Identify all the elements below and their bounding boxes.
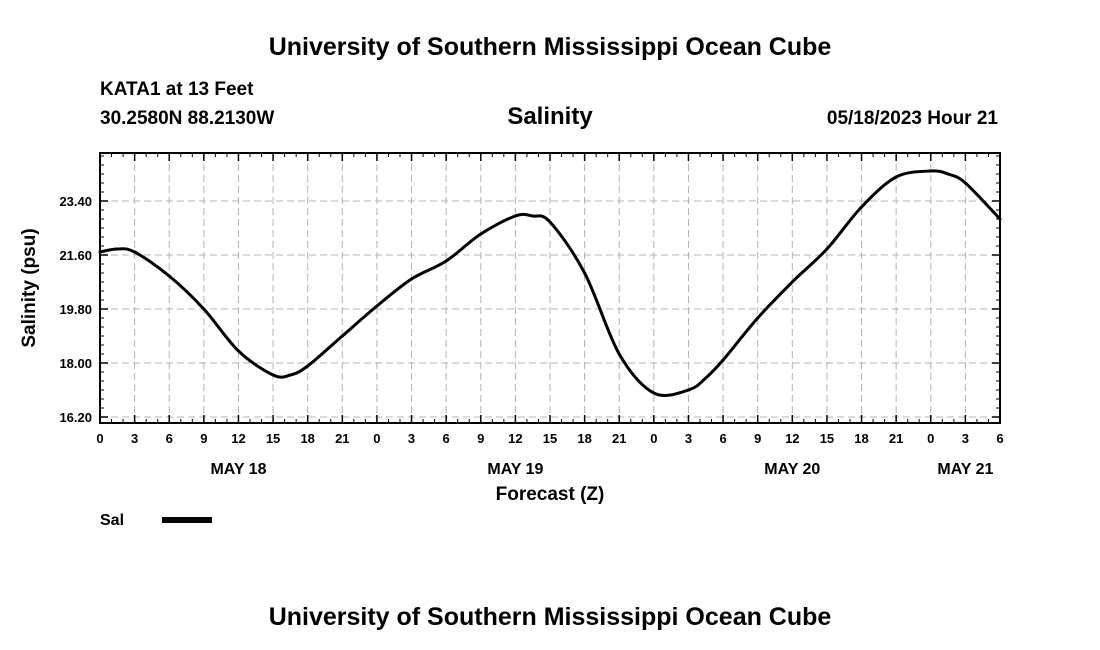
salinity-data-point <box>444 259 448 263</box>
station-label: KATA1 at 13 Feet <box>100 79 254 100</box>
salinity-data-point <box>860 205 864 209</box>
x-tick-label: 21 <box>335 431 349 446</box>
salinity-data-point <box>963 181 967 185</box>
x-tick-label: 0 <box>927 431 934 446</box>
salinity-data-point <box>340 334 344 338</box>
plot-frame <box>99 152 1001 424</box>
salinity-series-line <box>99 169 1002 397</box>
x-tick-label: 3 <box>408 431 415 446</box>
timestamp-label: 05/18/2023 Hour 21 <box>827 108 999 129</box>
salinity-data-point <box>288 373 292 377</box>
x-tick-label: 9 <box>477 431 484 446</box>
day-label: MAY 18 <box>210 461 266 478</box>
x-tick-label: 6 <box>443 431 450 446</box>
salinity-data-point <box>583 271 587 275</box>
salinity-data-point <box>271 373 275 377</box>
x-axis-label: Forecast (Z) <box>496 484 605 505</box>
y-tick-label: 16.20 <box>59 410 92 425</box>
x-tick-label: 9 <box>754 431 761 446</box>
salinity-data-point <box>721 358 725 362</box>
day-label: MAY 19 <box>487 461 543 478</box>
salinity-data-point <box>133 250 137 254</box>
x-tick-label: 18 <box>300 431 314 446</box>
salinity-data-point <box>617 352 621 356</box>
x-tick-label: 0 <box>650 431 657 446</box>
salinity-data-point <box>825 247 829 251</box>
salinity-data-point <box>167 274 171 278</box>
x-tick-label: 12 <box>785 431 799 446</box>
salinity-data-point <box>306 364 310 368</box>
top-title: University of Southern Mississippi Ocean… <box>269 33 832 61</box>
x-tick-label: 18 <box>854 431 868 446</box>
y-tick-label: 23.40 <box>59 194 92 209</box>
salinity-data-point <box>756 316 760 320</box>
chart-title: Salinity <box>507 103 593 130</box>
salinity-data-point <box>652 391 656 395</box>
salinity-data-point <box>531 214 535 218</box>
salinity-data-point <box>375 304 379 308</box>
x-tick-label: 18 <box>577 431 591 446</box>
y-axis-label: Salinity (psu) <box>19 228 40 347</box>
x-tick-label: 0 <box>96 431 103 446</box>
x-tick-label: 6 <box>719 431 726 446</box>
salinity-data-point <box>410 277 414 281</box>
x-tick-label: 6 <box>996 431 1003 446</box>
x-tick-label: 0 <box>373 431 380 446</box>
x-tick-label: 12 <box>231 431 245 446</box>
x-tick-label: 12 <box>508 431 522 446</box>
location-label: 30.2580N 88.2130W <box>100 108 274 129</box>
x-tick-label: 15 <box>820 431 834 446</box>
bottom-title: University of Southern Mississippi Ocean… <box>269 603 832 631</box>
legend-label: Sal <box>100 512 124 529</box>
salinity-data-point <box>894 175 898 179</box>
x-tick-label: 15 <box>543 431 557 446</box>
salinity-data-point <box>548 220 552 224</box>
salinity-data-point <box>236 349 240 353</box>
salinity-data-point <box>115 247 119 251</box>
x-tick-label: 15 <box>266 431 280 446</box>
x-tick-label: 21 <box>612 431 626 446</box>
y-tick-label: 21.60 <box>59 248 92 263</box>
x-tick-label: 3 <box>962 431 969 446</box>
y-tick-label: 18.00 <box>59 356 92 371</box>
x-tick-label: 3 <box>131 431 138 446</box>
salinity-data-point <box>946 172 950 176</box>
salinity-data-point <box>513 214 517 218</box>
salinity-data-point <box>686 388 690 392</box>
day-label: MAY 20 <box>764 461 820 478</box>
y-tick-label: 19.80 <box>59 302 92 317</box>
x-tick-label: 6 <box>166 431 173 446</box>
x-tick-label: 9 <box>200 431 207 446</box>
x-tick-label: 3 <box>685 431 692 446</box>
grid-lines <box>100 153 1000 423</box>
tick-labels: 0 3 6 9 12 15 18 21 0 3 6 9 12 15 18 21 0 3 6 9 12 15 18 21 0 3 6M… <box>59 194 1003 478</box>
salinity-data-point <box>479 232 483 236</box>
salinity-data-point <box>704 376 708 380</box>
x-tick-label: 21 <box>889 431 903 446</box>
series-layer <box>98 169 1002 397</box>
salinity-data-point <box>790 280 794 284</box>
day-label: MAY 21 <box>937 461 993 478</box>
salinity-data-point <box>929 169 933 173</box>
salinity-data-point <box>202 307 206 311</box>
